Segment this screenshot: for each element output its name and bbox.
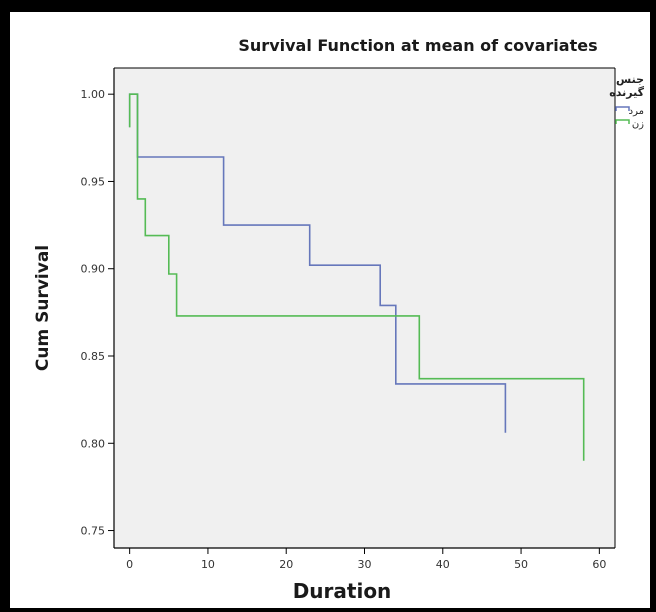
x-tick-label: 60 xyxy=(592,558,606,571)
chart-frame: Survival Function at mean of covariates … xyxy=(10,12,650,608)
legend-item-1: مرد xyxy=(629,106,644,117)
y-tick-label: 0.90 xyxy=(81,263,106,276)
legend-swatch-2 xyxy=(615,119,630,124)
legend-swatch-1 xyxy=(615,106,630,111)
series-lines xyxy=(128,93,585,461)
y-tick-label: 0.75 xyxy=(81,525,106,538)
y-axis-label: Cum Survival xyxy=(33,245,53,371)
x-tick-label: 20 xyxy=(279,558,293,571)
x-tick-label: 40 xyxy=(436,558,450,571)
y-tick-label: 0.85 xyxy=(81,350,106,363)
x-tick-label: 0 xyxy=(126,558,133,571)
chart-title: Survival Function at mean of covariates xyxy=(238,36,597,55)
y-tick-label: 1.00 xyxy=(81,88,106,101)
legend-title-line-2: گیرنده xyxy=(609,86,644,99)
x-tick-label: 10 xyxy=(201,558,215,571)
plot-background xyxy=(114,68,615,548)
y-tick-label: 0.80 xyxy=(81,437,106,450)
legend-item-2: زن xyxy=(632,119,644,130)
axis-ticks: 0.75 0.80 0.85 0.90 0.95 1.00 0 10 20 30 40 50 60 xyxy=(81,88,607,571)
legend-title-line-1: جنس xyxy=(616,73,644,86)
x-axis-label: Duration xyxy=(293,579,392,603)
x-tick-label: 50 xyxy=(514,558,528,571)
legend: جنس گیرنده مرد زن xyxy=(609,73,644,130)
y-tick-label: 0.95 xyxy=(81,175,106,188)
series-line-2 xyxy=(128,93,585,461)
survival-chart: Survival Function at mean of covariates … xyxy=(33,36,645,603)
x-tick-label: 30 xyxy=(358,558,372,571)
